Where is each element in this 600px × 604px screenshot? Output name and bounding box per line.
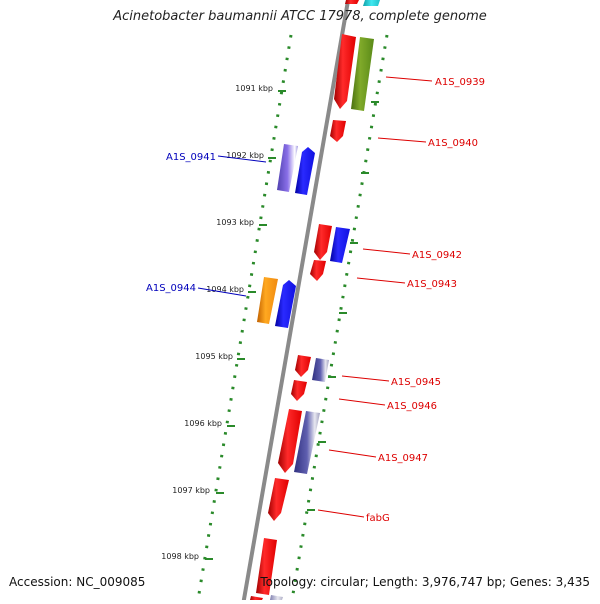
gene-a1s-0940[interactable]: [330, 120, 346, 142]
gene-a1s-0943[interactable]: [310, 260, 326, 281]
gene-a1s-0945-red[interactable]: [295, 355, 311, 377]
gene-olive[interactable]: [351, 37, 374, 111]
label-fabg[interactable]: fabG: [366, 513, 390, 524]
label-a1s-0943[interactable]: A1S_0943: [407, 279, 457, 290]
gene-fabg[interactable]: [268, 478, 289, 521]
gene-a1s-0947-slate[interactable]: [294, 411, 320, 474]
ruler-label-1091: 1091 kbp: [235, 84, 273, 93]
gene-blue-2[interactable]: [275, 280, 296, 328]
ruler-label-1093: 1093 kbp: [216, 218, 254, 227]
genome-backbone: [241, 0, 351, 604]
gene-red-bottom-2[interactable]: [250, 596, 263, 600]
gene-red-bottom[interactable]: [256, 538, 277, 595]
gene-red-top[interactable]: [345, 0, 359, 4]
leader-lines-blue: [197, 155, 267, 297]
gene-cyan[interactable]: [363, 0, 380, 6]
gene-blue-1[interactable]: [295, 147, 315, 195]
ruler-label-1098: 1098 kbp: [161, 552, 199, 561]
ruler-label-1092: 1092 kbp: [226, 151, 264, 160]
ruler-label-1094: 1094 kbp: [206, 285, 244, 294]
label-a1s-0941[interactable]: A1S_0941: [166, 152, 216, 163]
accession-text: Accession: NC_009085: [9, 575, 146, 589]
gene-a1s-0946[interactable]: [291, 380, 307, 401]
leader-lines-red: [317, 76, 433, 518]
gene-a1s-0942-blue[interactable]: [330, 227, 350, 263]
label-a1s-0939[interactable]: A1S_0939: [435, 77, 485, 88]
page-title: Acinetobacter baumannii ATCC 17978, comp…: [113, 9, 487, 24]
gene-a1s-0944[interactable]: [257, 277, 278, 324]
ruler-label-1096: 1096 kbp: [184, 419, 222, 428]
gene-slate-bottom[interactable]: [270, 595, 283, 600]
gene-a1s-0945-slate[interactable]: [312, 358, 329, 382]
label-a1s-0942[interactable]: A1S_0942: [412, 250, 462, 261]
feature-tick-marks: [307, 101, 379, 511]
ruler-tick-marks: [205, 90, 286, 560]
label-a1s-0944[interactable]: A1S_0944: [146, 283, 196, 294]
label-a1s-0945[interactable]: A1S_0945: [391, 377, 441, 388]
gene-a1s-0947-red[interactable]: [278, 409, 302, 473]
label-a1s-0946[interactable]: A1S_0946: [387, 401, 437, 412]
genome-stats-text: Topology: circular; Length: 3,976,747 bp…: [260, 575, 590, 589]
label-a1s-0940[interactable]: A1S_0940: [428, 138, 478, 149]
gene-a1s-0939[interactable]: [334, 34, 356, 109]
ruler-label-1097: 1097 kbp: [172, 486, 210, 495]
ruler-label-1095: 1095 kbp: [195, 352, 233, 361]
gene-a1s-0941[interactable]: [277, 144, 298, 192]
gene-a1s-0942-red[interactable]: [314, 224, 332, 260]
label-a1s-0947[interactable]: A1S_0947: [378, 453, 428, 464]
